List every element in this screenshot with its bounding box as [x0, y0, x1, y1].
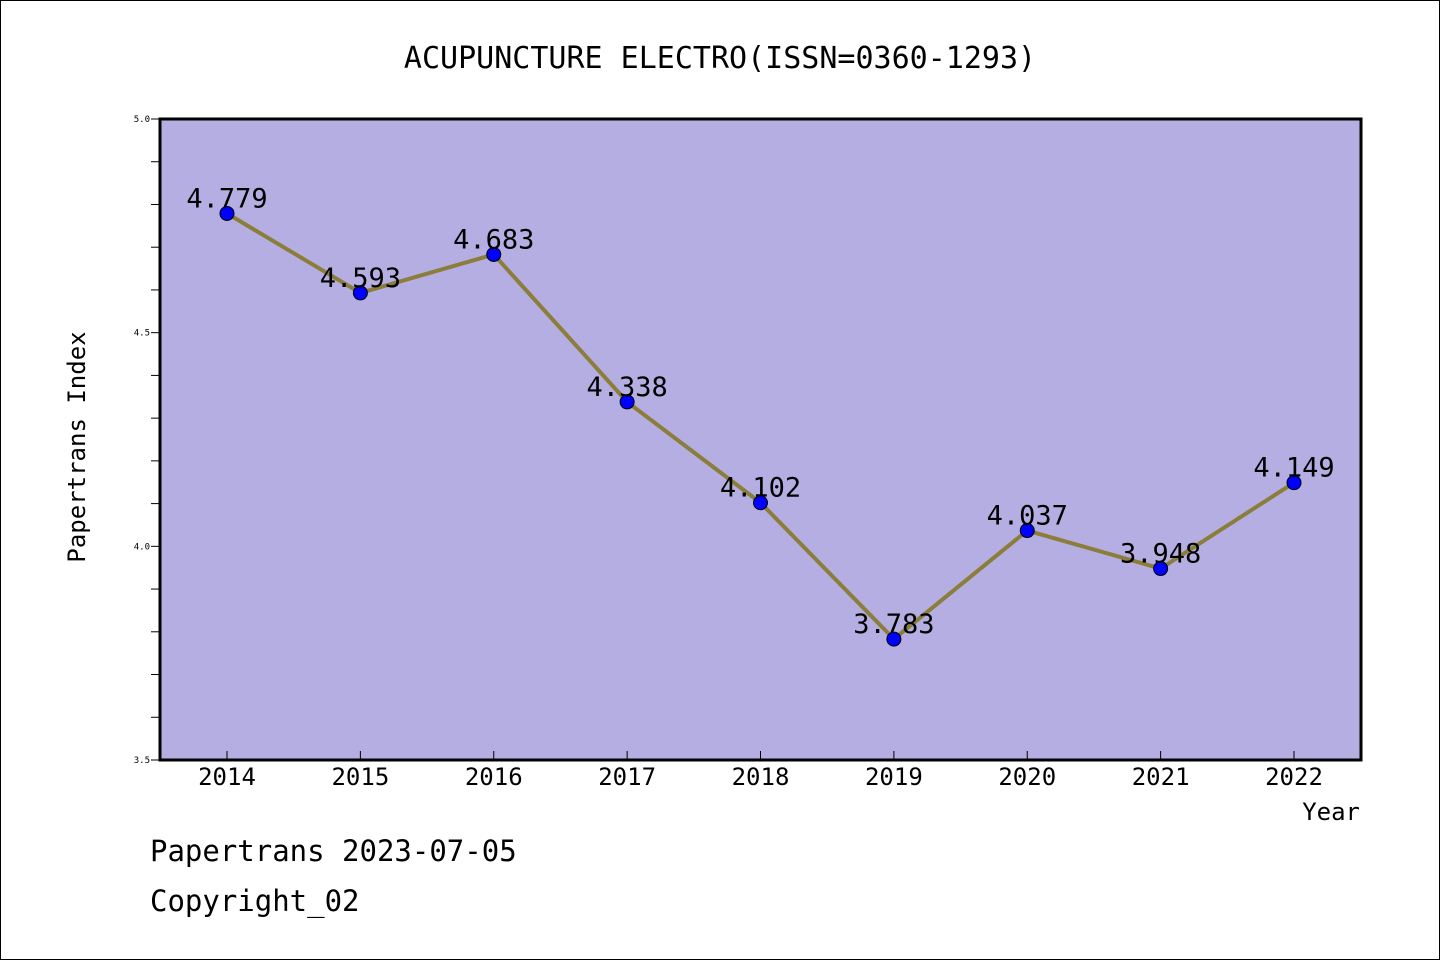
- data-label: 4.102: [720, 473, 801, 504]
- data-point: [219, 205, 235, 221]
- y-axis-label: Papertrans Index: [63, 331, 91, 562]
- data-label: 3.783: [853, 609, 934, 640]
- data-labels: 4.779 4.593 4.683 4.338 4.102 3.783 4.037 3.948…: [186, 183, 1334, 640]
- footer-copyright-text: Copyright_02: [150, 884, 360, 918]
- x-tick-label: 2019: [865, 763, 923, 791]
- data-label: 4.779: [186, 183, 267, 214]
- data-label: 4.037: [987, 501, 1068, 532]
- footer-date-text: Papertrans 2023-07-05: [150, 834, 517, 868]
- x-tick-label: 2020: [998, 763, 1056, 791]
- data-label: 4.149: [1253, 453, 1334, 484]
- y-tick-label: 5.0: [134, 115, 150, 125]
- data-point: [1153, 561, 1169, 577]
- data-label: 4.593: [320, 263, 401, 294]
- y-tick-label: 4.0: [134, 542, 150, 552]
- data-label: 4.683: [453, 224, 534, 255]
- x-tick-label: 2017: [598, 763, 656, 791]
- data-label: 3.948: [1120, 539, 1201, 570]
- data-point: [1019, 523, 1035, 539]
- data-point: [1286, 475, 1302, 491]
- x-tick-label: 2016: [465, 763, 523, 791]
- x-tick-label: 2014: [198, 763, 256, 791]
- y-tick-label: 4.5: [134, 329, 150, 339]
- x-tick-label: 2018: [732, 763, 790, 791]
- chart-title: ACUPUNCTURE ELECTRO(ISSN=0360-1293): [404, 41, 1036, 76]
- plot-area: [158, 117, 1363, 762]
- y-tick-label: 3.5: [134, 756, 150, 766]
- x-tick-label: 2015: [331, 763, 389, 791]
- series-layer: [219, 205, 1302, 647]
- x-tick-label: 2021: [1132, 763, 1190, 791]
- x-axis-label: Year: [1302, 798, 1360, 826]
- y-axis: 3.5 4.0 4.5 5.0: [134, 115, 160, 766]
- data-point: [352, 285, 368, 301]
- data-label: 4.338: [586, 372, 667, 403]
- x-tick-label: 2022: [1265, 763, 1323, 791]
- x-axis: 2014 2015 2016 2017 2018 2019 2020 2021 2022: [198, 751, 1323, 791]
- data-point: [886, 631, 902, 647]
- data-point: [619, 394, 635, 410]
- data-point: [753, 495, 768, 511]
- data-point: [486, 246, 502, 262]
